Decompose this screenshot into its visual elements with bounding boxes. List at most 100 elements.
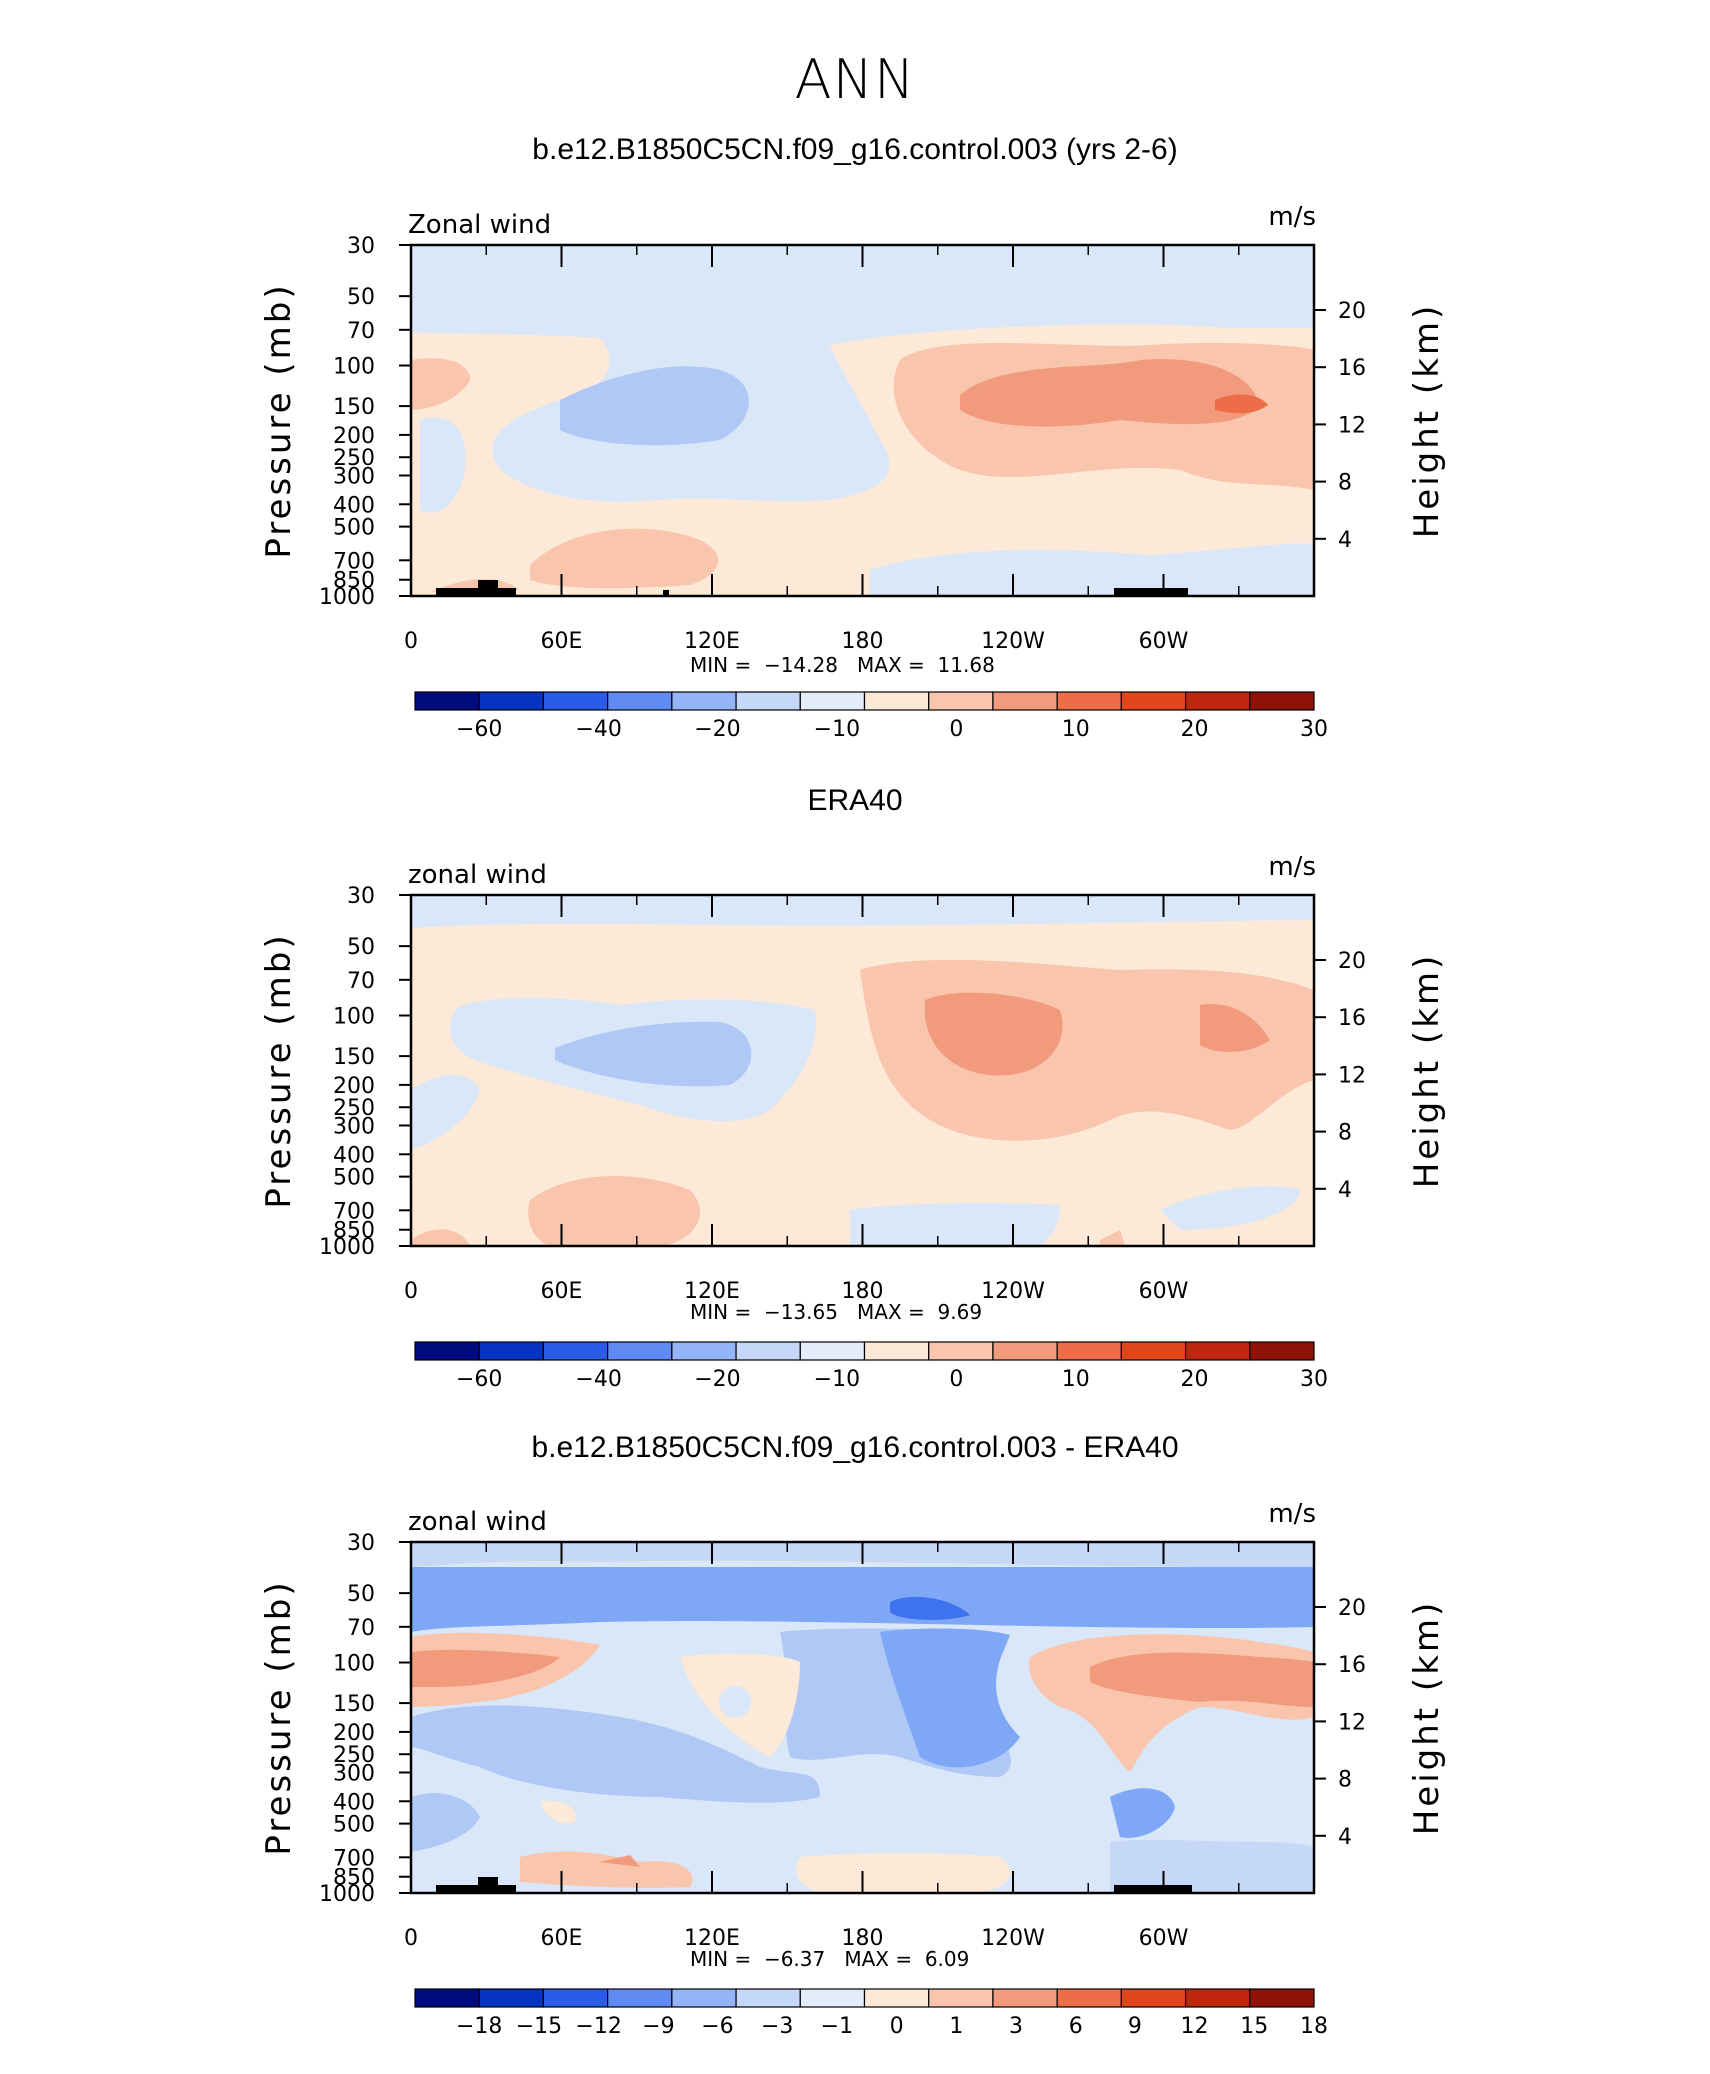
colorbar-label: 10 [1062,717,1090,742]
height-tick-label: 20 [1338,949,1366,974]
height-tick-label: 4 [1338,1178,1352,1203]
height-tick-label: 8 [1338,1121,1352,1146]
x-tick-label: 60W [1139,1926,1189,1951]
colorbar-label: −9 [642,2014,674,2039]
colorbar-label: −1 [821,2014,853,2039]
colorbar-label: −40 [575,1367,621,1392]
colorbar-label: −3 [761,2014,793,2039]
contour-fill [411,1542,1314,1893]
x-tick-label: 180 [842,629,884,654]
colorbar-box [1056,1988,1122,2008]
colorbar-label: 6 [1069,2014,1083,2039]
colorbar-label: 18 [1300,2014,1328,2039]
colorbar-box [1120,1988,1187,2008]
y-tick-label: 150 [333,1045,375,1070]
colorbar-label: 10 [1062,1367,1090,1392]
y-tick-label: 150 [333,1692,375,1717]
y-tick-label: 70 [347,969,375,994]
colorbar-label: 30 [1300,1367,1328,1392]
y-tick-label: 70 [347,319,375,344]
y-tick-label: 300 [333,1114,375,1139]
colorbar-label: 20 [1181,717,1209,742]
height-tick-label: 8 [1338,471,1352,496]
height-tick-label: 8 [1338,1768,1352,1793]
colorbar-box [735,1988,801,2008]
y-tick-label: 200 [333,424,375,449]
y-tick-label: 70 [347,1616,375,1641]
panel-title: b.e12.B1850C5CN.f09_g16.control.003 - ER… [531,1431,1179,1464]
y-right-axis-title: Height (km) [1407,1600,1447,1836]
colorbar-label: −10 [814,717,860,742]
x-tick-label: 120W [981,629,1045,654]
x-tick-label: 180 [842,1926,884,1951]
contour-fill [411,895,1314,1246]
colorbar-label: −15 [516,2014,562,2039]
y-axis-title: Pressure (mb) [259,282,299,558]
height-tick-label: 12 [1338,1710,1366,1735]
height-tick-label: 16 [1338,1006,1366,1031]
y-axis-title: Pressure (mb) [259,932,299,1208]
x-tick-label: 60E [541,1279,583,1304]
y-tick-label: 30 [347,884,375,909]
y-tick-label: 500 [333,516,375,541]
y-tick-label: 700 [333,549,375,574]
y-tick-label: 100 [333,1005,375,1030]
x-tick-label: 120W [981,1926,1045,1951]
colorbar-label: 0 [949,1367,963,1392]
colorbar-label: −18 [456,2014,502,2039]
contour-plot: 0 60E 120E 180 120W 60W3050701001502002503004… [259,202,1447,742]
y-tick-label: 850 [333,1866,375,1891]
colorbar-box [1249,691,1315,711]
y-tick-label: 1000 [319,1882,375,1907]
y-right-axis-title: Height (km) [1407,953,1447,1189]
units-label: m/s [1268,852,1316,882]
colorbar-box [1184,1988,1251,2008]
y-tick-label: 850 [333,1219,375,1244]
y-tick-label: 1000 [319,1235,375,1260]
colorbar-label: 15 [1240,2014,1268,2039]
figure-title: ANN [794,48,916,111]
field-label: Zonal wind [408,210,551,240]
min-max-2: MIN = −13.65 MAX = 9.69 [690,1300,983,1324]
colorbar-label: −20 [694,1367,740,1392]
y-tick-label: 50 [347,1582,375,1607]
y-tick-label: 300 [333,464,375,489]
x-tick-label: 120W [981,1279,1045,1304]
height-tick-label: 4 [1338,528,1352,553]
x-tick-label: 60W [1139,1279,1189,1304]
y-tick-label: 700 [333,1199,375,1224]
colorbar-box [607,1988,673,2008]
colorbar-label: −10 [814,1367,860,1392]
x-tick-label: 120E [684,629,740,654]
colorbar-label: 0 [890,2014,904,2039]
y-tick-label: 200 [333,1721,375,1746]
y-tick-label: 250 [333,1743,375,1768]
height-tick-label: 20 [1338,1596,1366,1621]
y-tick-label: 400 [333,1790,375,1815]
x-tick-label: 120E [684,1926,740,1951]
y-tick-label: 250 [333,1096,375,1121]
colorbar-label: −12 [575,2014,621,2039]
colorbar-box [414,1988,480,2008]
y-tick-label: 30 [347,234,375,259]
field-label: zonal wind [408,1507,547,1537]
units-label: m/s [1268,1499,1316,1529]
colorbar-label: −60 [456,717,502,742]
x-tick-label: 60E [541,1926,583,1951]
colorbar-box [863,1988,930,2008]
y-tick-label: 1000 [319,585,375,610]
units-label: m/s [1268,202,1316,232]
height-tick-label: 4 [1338,1825,1352,1850]
y-tick-label: 200 [333,1074,375,1099]
height-tick-label: 12 [1338,1063,1366,1088]
colorbar-box [928,1988,994,2008]
colorbar-box [542,1988,609,2008]
colorbar-label: −20 [694,717,740,742]
x-tick-label: 0 [404,629,418,654]
y-tick-label: 700 [333,1846,375,1871]
height-tick-label: 12 [1338,413,1366,438]
y-tick-label: 500 [333,1813,375,1838]
x-tick-label: 60E [541,629,583,654]
field-label: zonal wind [408,860,547,890]
x-tick-label: 180 [842,1279,884,1304]
